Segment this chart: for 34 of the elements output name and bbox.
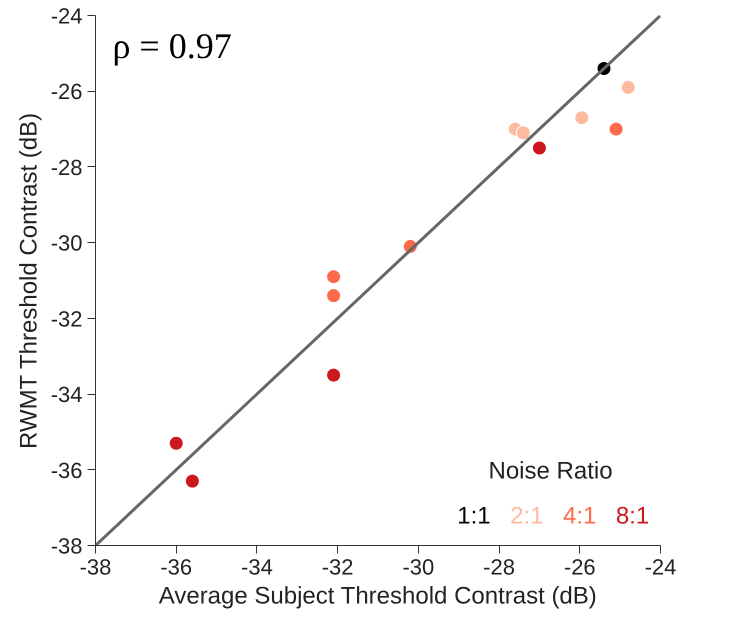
text: 2:1: [510, 502, 544, 530]
point: [184, 474, 200, 489]
y-tick-label: -26: [50, 79, 82, 104]
y-tick-label: -24: [50, 4, 82, 28]
text: 4:1: [562, 502, 596, 530]
x-tick-label: -30: [402, 554, 434, 580]
point: [608, 122, 624, 137]
point: [326, 269, 342, 284]
point: [168, 436, 184, 451]
x-axis-title: Average Subject Threshold Contrast (dB): [158, 582, 597, 610]
annotation: ρ = 0.97: [112, 26, 232, 66]
legend-title: Noise Ratio: [488, 458, 613, 485]
y-tick-label: -32: [50, 306, 82, 332]
x-tick-label: -32: [322, 554, 354, 580]
x-tick-label: -38: [80, 554, 112, 580]
point: [516, 125, 531, 140]
y-tick-label: -36: [50, 458, 82, 483]
x-tick-label: -28: [483, 554, 515, 580]
text: 8:1: [616, 502, 650, 530]
y-tick-label: -28: [50, 154, 82, 180]
y-tick-label: -30: [50, 230, 82, 256]
y-tick-label: -34: [50, 382, 82, 408]
point: [532, 140, 547, 156]
x-tick-label: -36: [160, 554, 192, 580]
point: [620, 80, 636, 95]
x-tick-label: -34: [241, 554, 273, 580]
point: [574, 110, 590, 126]
point: [326, 368, 342, 383]
text: 1:1: [457, 502, 491, 530]
x-tick-label: -24: [644, 554, 676, 580]
point: [326, 288, 342, 304]
y-tick-label: -38: [50, 534, 82, 558]
x-tick-label: -26: [564, 554, 596, 580]
y-axis-title: RWMT Threshold Contrast (dB): [16, 112, 43, 449]
